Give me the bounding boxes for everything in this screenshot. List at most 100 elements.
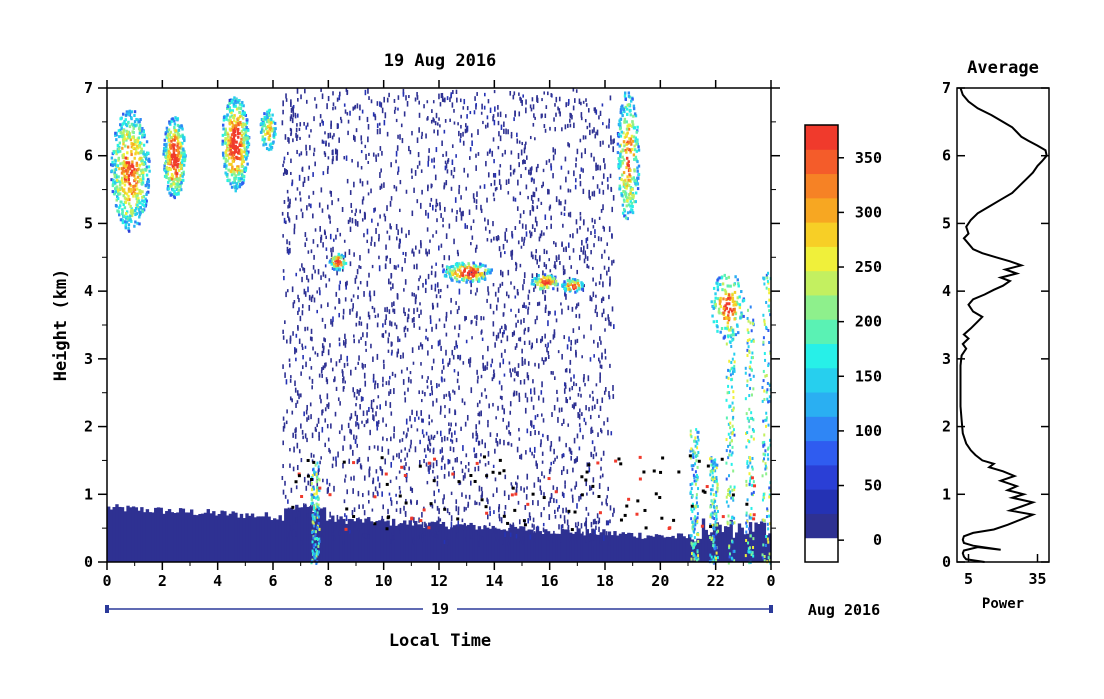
clutter-cell — [291, 530, 293, 537]
clutter-cell — [444, 97, 446, 103]
clutter-cell — [542, 360, 545, 365]
cloud-cell — [450, 278, 453, 282]
clutter-cell — [433, 434, 436, 438]
cloud-cell — [165, 170, 168, 174]
cloud-cell — [232, 143, 235, 147]
clutter-cell — [308, 203, 310, 207]
clutter-cell — [417, 285, 420, 291]
boundary-layer-cell — [275, 519, 280, 562]
cloud-cell — [127, 134, 130, 138]
cloud-cell — [164, 161, 167, 165]
cloud-cell — [724, 290, 728, 294]
clutter-cell — [456, 378, 459, 384]
clutter-cell — [613, 324, 615, 329]
cloud-cell — [274, 132, 277, 136]
cloud-cell — [226, 159, 229, 163]
clutter-cell — [300, 423, 302, 429]
cloud-cell — [132, 173, 135, 177]
cloud-cell — [241, 124, 244, 128]
cloud-cell — [712, 286, 716, 290]
clutter-cell — [553, 332, 556, 338]
cloud-cell — [122, 153, 125, 157]
clutter-cell — [564, 480, 566, 485]
cloud-cell — [467, 263, 471, 267]
clutter-cell — [517, 291, 519, 296]
clutter-cell — [316, 423, 318, 428]
clutter-cell — [475, 103, 477, 107]
clutter-cell — [355, 275, 358, 279]
clutter-cell — [351, 509, 354, 516]
clutter-cell — [440, 243, 443, 248]
clutter-cell — [343, 362, 346, 368]
clutter-cell — [533, 391, 536, 395]
cloud-cell — [237, 165, 240, 169]
clutter-cell — [492, 114, 495, 118]
clutter-cell — [557, 416, 559, 423]
cloud-cell — [179, 141, 182, 145]
cloud-cell — [552, 287, 555, 291]
clutter-cell — [396, 500, 398, 505]
cloud-cell — [335, 267, 338, 271]
clutter-cell — [505, 179, 508, 185]
clutter-cell — [411, 347, 414, 353]
cloud-cell — [235, 182, 238, 186]
clutter-cell — [416, 307, 419, 312]
clutter-cell — [489, 510, 491, 517]
boundary-layer-cell — [405, 524, 410, 562]
clutter-cell — [586, 125, 589, 130]
clutter-cell — [301, 304, 304, 309]
cloud-cell — [618, 187, 622, 191]
cloud-cell — [636, 166, 639, 170]
clutter-cell — [441, 96, 444, 102]
clutter-cell — [411, 210, 414, 217]
boundary-layer-cell — [408, 520, 412, 562]
clutter-cell — [354, 136, 356, 142]
clutter-cell — [585, 103, 588, 107]
clutter-cell — [582, 135, 585, 140]
clutter-cell — [434, 499, 436, 504]
clutter-cell — [382, 359, 385, 364]
cloud-cell — [141, 133, 144, 137]
clutter-cell — [592, 277, 594, 282]
cloud-cell — [238, 143, 241, 147]
clutter-cell — [606, 495, 609, 499]
cloud-cell — [221, 133, 225, 137]
clutter-cell — [432, 469, 434, 474]
cloud-cell — [118, 187, 122, 191]
clutter-cell — [334, 106, 337, 110]
boundary-layer-cell — [712, 523, 717, 562]
clutter-cell — [290, 107, 293, 113]
clutter-cell — [480, 410, 482, 417]
clutter-cell — [556, 455, 558, 459]
clutter-cell — [395, 265, 397, 270]
clutter-cell — [569, 234, 572, 238]
clutter-cell — [361, 525, 363, 529]
rain-streaks — [291, 271, 772, 565]
clutter-cell — [379, 128, 381, 135]
cloud-cell — [133, 184, 137, 188]
clutter-cell — [505, 425, 508, 430]
clutter-cell — [471, 319, 473, 324]
clutter-cell — [527, 375, 530, 381]
clutter-cell — [339, 401, 341, 406]
clutter-cell — [328, 142, 330, 147]
cloud-cell — [129, 189, 133, 193]
clutter-cell — [520, 486, 522, 491]
clutter-cell — [481, 103, 483, 110]
boundary-layer-cell — [195, 515, 199, 562]
clutter-cell — [529, 230, 531, 234]
clutter-cell — [505, 128, 507, 135]
boundary-layer-cell — [552, 533, 556, 562]
cloud-cell — [173, 190, 176, 194]
cloud-cell — [140, 147, 143, 151]
clutter-cell — [534, 137, 536, 141]
clutter-cell — [542, 181, 544, 187]
clutter-cell — [386, 205, 388, 212]
clutter-cell — [462, 106, 465, 110]
clutter-cell — [541, 451, 544, 456]
cloud-cell — [634, 136, 637, 140]
clutter-cell — [585, 98, 587, 102]
clutter-cell — [309, 480, 312, 487]
cloud-cell — [462, 277, 466, 281]
clutter-cell — [525, 305, 527, 309]
